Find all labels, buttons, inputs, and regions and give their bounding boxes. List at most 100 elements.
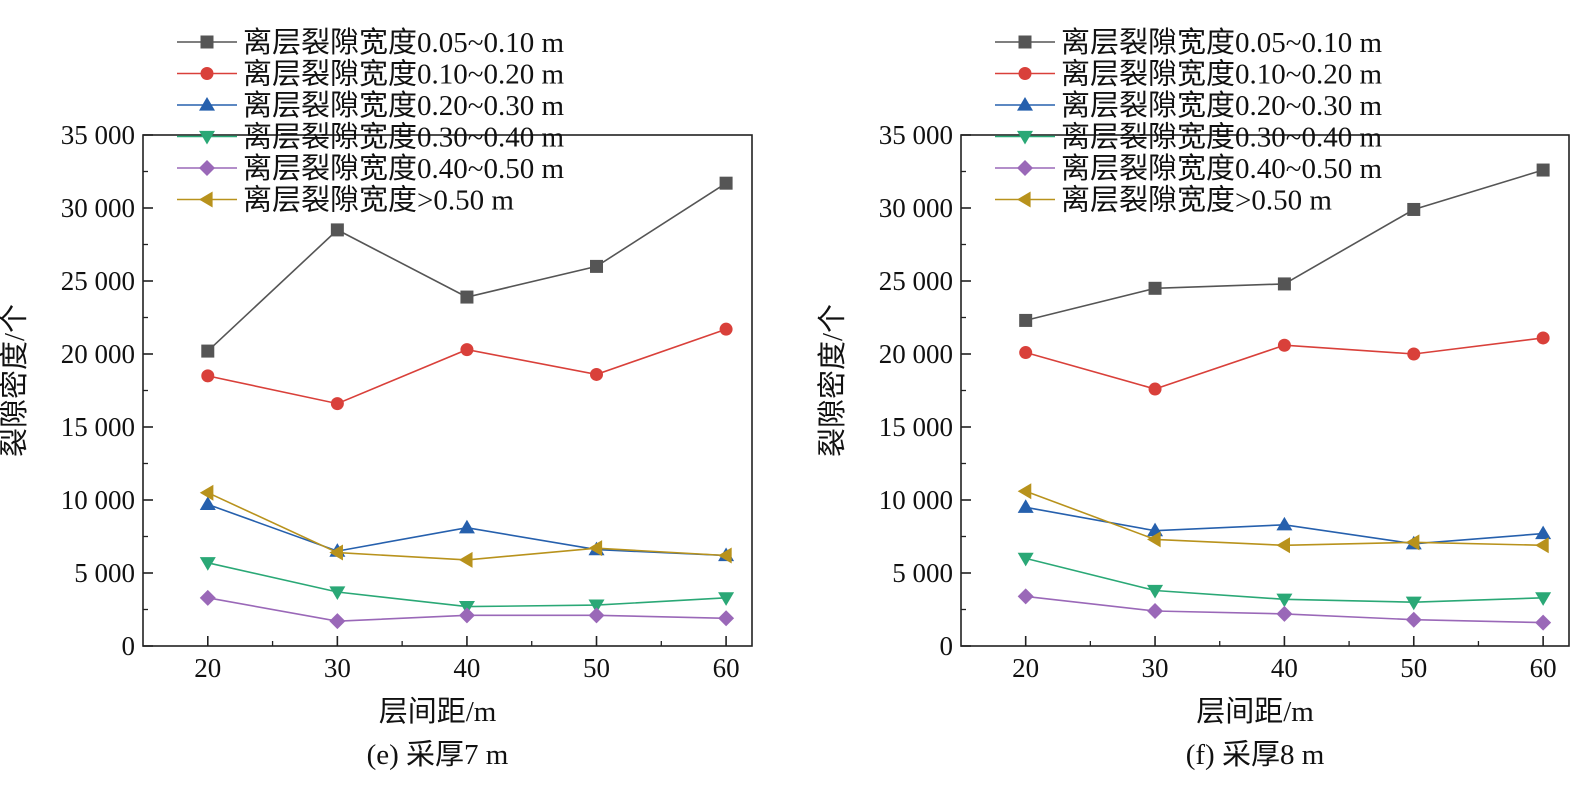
data-point <box>460 290 474 304</box>
data-point <box>460 343 474 357</box>
data-point <box>1405 534 1420 551</box>
y-tick-label: 30 000 <box>61 193 135 223</box>
legend-marker <box>199 160 215 176</box>
y-tick-label: 20 000 <box>879 339 953 369</box>
data-point <box>1148 281 1162 295</box>
data-point <box>329 586 346 600</box>
data-point <box>1017 499 1034 513</box>
y-tick-label: 10 000 <box>61 485 135 515</box>
data-point <box>1147 602 1164 619</box>
series-0 <box>1019 163 1550 327</box>
legend-label: 离层裂隙宽度0.20~0.30 m <box>243 89 564 122</box>
legend-entry: 离层裂隙宽度0.10~0.20 m <box>995 58 1382 91</box>
data-point <box>329 613 346 630</box>
legend-marker <box>1017 97 1033 111</box>
legend-label: 离层裂隙宽度0.05~0.10 m <box>1061 26 1382 59</box>
data-point <box>1536 163 1550 177</box>
data-point <box>590 259 604 273</box>
legend-label: 离层裂隙宽度0.10~0.20 m <box>243 58 564 91</box>
data-point <box>201 369 215 383</box>
data-point <box>1535 592 1552 606</box>
data-point <box>1147 584 1164 599</box>
y-tick-label: 5 000 <box>892 558 953 588</box>
x-axis-title: 层间距/m <box>1196 695 1314 728</box>
data-point <box>330 223 344 237</box>
legend-label: 离层裂隙宽度0.40~0.50 m <box>243 152 564 185</box>
y-axis-title: 裂隙密度/个 <box>0 304 31 457</box>
x-tick-label: 20 <box>1012 653 1039 683</box>
legend-entry: 离层裂隙宽度0.05~0.10 m <box>995 26 1382 59</box>
series-3 <box>199 557 735 615</box>
series-5 <box>1017 483 1549 554</box>
x-tick-label: 50 <box>583 653 610 683</box>
data-point <box>458 551 473 568</box>
data-point <box>1276 537 1291 554</box>
y-tick-label: 5 000 <box>74 558 135 588</box>
data-point <box>1276 516 1293 531</box>
y-tick-label: 25 000 <box>61 266 135 296</box>
legend-marker <box>200 35 214 49</box>
legend-label: 离层裂隙宽度0.20~0.30 m <box>1061 89 1382 122</box>
data-point <box>1019 313 1033 327</box>
legend-entry: 离层裂隙宽度0.10~0.20 m <box>177 58 564 91</box>
data-point <box>1019 346 1033 360</box>
y-tick-label: 10 000 <box>879 485 953 515</box>
data-point <box>1276 605 1293 622</box>
legend-marker <box>1017 130 1033 145</box>
y-tick-label: 35 000 <box>879 120 953 150</box>
legend-label: 离层裂隙宽度0.30~0.40 m <box>243 121 564 154</box>
x-tick-label: 50 <box>1400 653 1427 683</box>
legend-label: 离层裂隙宽度0.30~0.40 m <box>1061 121 1382 154</box>
x-tick-label: 60 <box>713 653 740 683</box>
legend-entry: 离层裂隙宽度0.30~0.40 m <box>177 121 564 154</box>
data-point <box>199 496 216 510</box>
data-point <box>590 367 604 381</box>
x-tick-label: 30 <box>324 653 351 683</box>
data-point <box>588 607 605 624</box>
legend-label: 离层裂隙宽度0.10~0.20 m <box>1061 58 1382 91</box>
data-point <box>1407 202 1421 216</box>
x-tick-label: 60 <box>1530 653 1557 683</box>
series-4 <box>1017 588 1552 631</box>
chart-panel-e: 0 5 000 10 000 15 000 20 000 25 000 30 000 35 0… <box>0 26 753 771</box>
x-tick-label: 30 <box>1142 653 1169 683</box>
data-point <box>458 607 475 624</box>
data-point <box>1276 593 1293 608</box>
legend-marker <box>1018 35 1032 49</box>
data-point <box>1405 611 1422 628</box>
x-tick-label: 40 <box>1271 653 1298 683</box>
data-point <box>719 322 733 336</box>
legend-entry: 离层裂隙宽度0.30~0.40 m <box>995 121 1382 154</box>
data-point <box>1148 382 1162 396</box>
series-4 <box>199 589 735 630</box>
legend-entry: 离层裂隙宽度>0.50 m <box>177 184 514 217</box>
data-point <box>718 610 735 627</box>
data-point <box>199 557 216 571</box>
legend-entry: 离层裂隙宽度0.40~0.50 m <box>995 152 1382 185</box>
series-line <box>207 328 727 405</box>
chart-panel-f: 0 5 000 10 000 15 000 20 000 25 000 30 000 35 0… <box>816 26 1570 771</box>
data-point <box>1017 483 1032 500</box>
legend-marker <box>1017 191 1031 208</box>
series-1 <box>1019 331 1550 396</box>
legend-marker <box>1018 67 1032 80</box>
data-point <box>458 519 475 534</box>
data-point <box>1017 588 1034 605</box>
legend-marker <box>1017 160 1033 176</box>
data-point <box>1535 525 1552 540</box>
data-point <box>588 540 603 557</box>
series-0 <box>201 176 733 358</box>
data-point <box>718 547 732 564</box>
legend-entry: 离层裂隙宽度>0.50 m <box>995 184 1332 217</box>
series-line <box>207 562 727 608</box>
data-point <box>329 544 343 561</box>
y-tick-label: 25 000 <box>879 266 953 296</box>
y-tick-label: 15 000 <box>61 412 135 442</box>
legend-label: 离层裂隙宽度>0.50 m <box>243 184 514 217</box>
x-axis-title: 层间距/m <box>379 695 497 728</box>
series-1 <box>201 322 733 411</box>
data-point <box>1535 537 1549 554</box>
panel-caption: (f) 采厚8 m <box>1186 739 1325 771</box>
data-point <box>330 397 344 411</box>
